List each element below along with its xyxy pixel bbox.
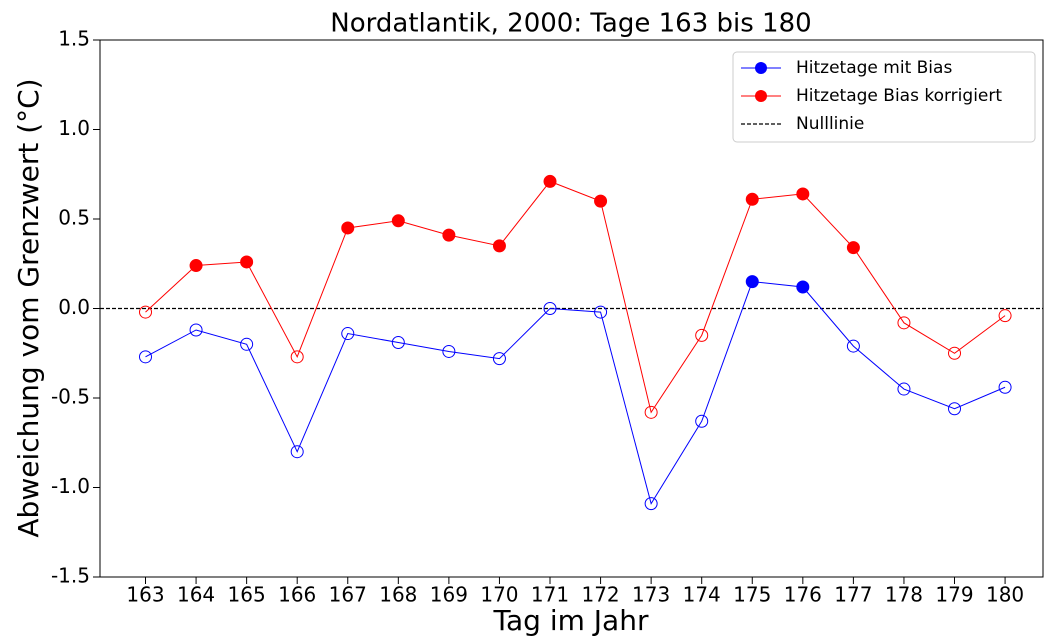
- y-tick-label: 0.0: [58, 295, 90, 319]
- legend-marker: [755, 62, 767, 74]
- x-tick-label: 178: [885, 583, 923, 607]
- legend-label: Hitzetage Bias korrigiert: [796, 86, 1002, 106]
- data-point: [240, 337, 254, 351]
- data-point: [442, 228, 456, 242]
- data-point: [543, 302, 557, 315]
- x-tick-label: 174: [683, 583, 721, 607]
- y-tick-label: -1.5: [51, 564, 90, 588]
- data-point: [846, 241, 860, 255]
- data-point: [644, 405, 658, 419]
- data-point: [543, 174, 557, 188]
- data-point: [796, 280, 810, 294]
- x-tick-label: 169: [430, 583, 468, 607]
- data-point: [796, 187, 810, 201]
- x-tick-label: 171: [531, 583, 569, 607]
- x-tick-label: 173: [632, 583, 670, 607]
- plot-frame: [99, 39, 1044, 578]
- x-tick-label: 164: [177, 583, 215, 607]
- x-tick-label: 166: [278, 583, 316, 607]
- data-point: [998, 380, 1012, 394]
- data-point: [897, 316, 911, 330]
- data-point: [139, 350, 153, 364]
- x-tick-label: 172: [581, 583, 619, 607]
- data-point: [644, 497, 658, 511]
- data-point: [391, 214, 405, 228]
- data-point: [290, 350, 304, 364]
- data-point: [594, 194, 608, 208]
- legend-label: Hitzetage mit Bias: [796, 58, 952, 78]
- x-tick-label: 180: [986, 583, 1024, 607]
- x-tick-label: 177: [834, 583, 872, 607]
- chart-title: Nordatlantik, 2000: Tage 163 bis 180: [330, 9, 811, 39]
- series-line: [145, 281, 1006, 505]
- data-point: [492, 352, 506, 366]
- data-point: [391, 336, 405, 350]
- x-tick-label: 176: [784, 583, 822, 607]
- x-tick-label: 179: [935, 583, 973, 607]
- data-point: [341, 221, 355, 235]
- data-point: [594, 305, 608, 319]
- series-line: [145, 180, 1006, 414]
- y-tick-label: 0.5: [58, 206, 90, 230]
- data-point: [290, 445, 304, 459]
- data-point: [189, 323, 203, 337]
- y-tick-label: 1.5: [58, 27, 90, 51]
- legend-box: [732, 51, 1036, 143]
- y-tick-label: -1.0: [51, 474, 90, 498]
- data-point: [492, 239, 506, 253]
- x-tick-label: 175: [733, 583, 771, 607]
- y-tick-label: 1.0: [58, 116, 90, 140]
- x-tick-label: 165: [228, 583, 266, 607]
- data-point: [846, 339, 860, 353]
- data-point: [695, 414, 709, 428]
- data-point: [745, 275, 759, 289]
- data-point: [341, 327, 355, 341]
- data-point: [998, 309, 1012, 323]
- data-point: [442, 344, 456, 358]
- x-axis-label: Tag im Jahr: [493, 604, 649, 636]
- x-tick-label: 167: [329, 583, 367, 607]
- x-tick-label: 170: [480, 583, 518, 607]
- data-point: [745, 192, 759, 206]
- y-axis-label: Abweichung vom Grenzwert (°C): [12, 78, 45, 537]
- data-point: [240, 255, 254, 269]
- data-point: [189, 259, 203, 273]
- data-point: [948, 402, 962, 416]
- x-tick-label: 168: [379, 583, 417, 607]
- legend-marker: [755, 90, 767, 102]
- x-tick-label: 163: [126, 583, 164, 607]
- data-point: [139, 305, 153, 319]
- data-point: [695, 328, 709, 342]
- y-tick-label: -0.5: [51, 385, 90, 409]
- data-point: [897, 382, 911, 396]
- data-point: [948, 346, 962, 360]
- legend-label: Nulllinie: [796, 114, 864, 134]
